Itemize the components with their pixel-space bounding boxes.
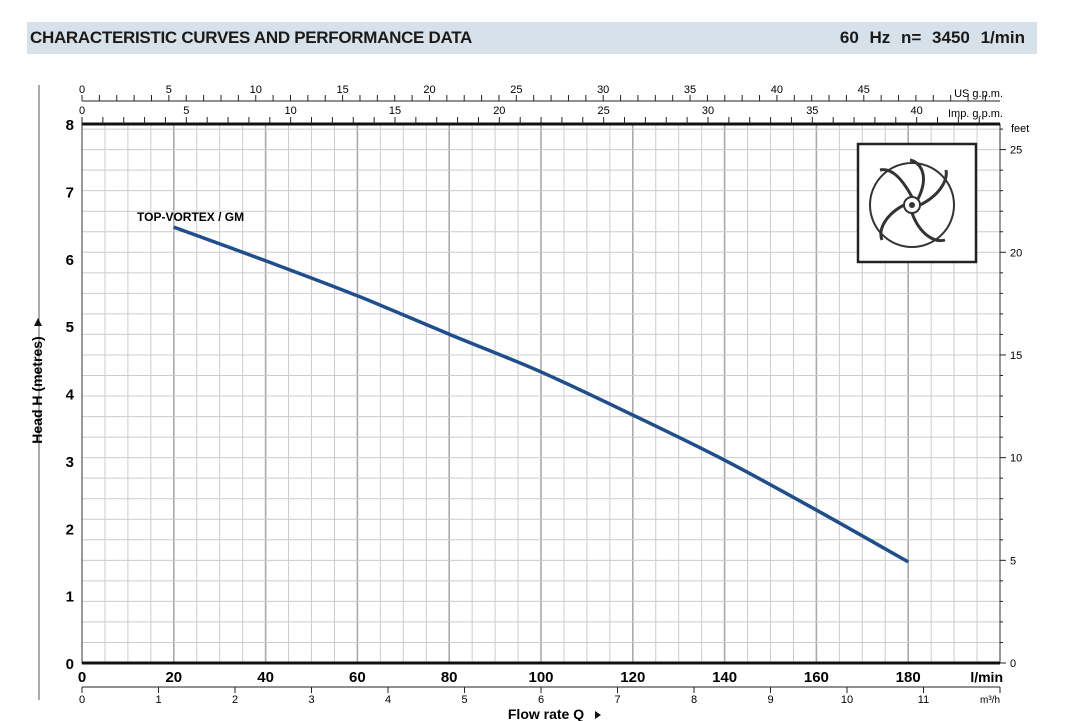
us-gpm-tick-label: 35 — [684, 84, 696, 96]
operating-conditions: 60 Hz n= 3450 1/min — [839, 28, 1025, 47]
us-gpm-tick-label: 30 — [597, 84, 609, 96]
y-tick-label: 5 — [66, 319, 74, 336]
y-tick-label: 3 — [66, 454, 74, 471]
x-tick-label: 60 — [349, 669, 366, 686]
y-tick-label: 2 — [66, 521, 74, 538]
m3h-tick-label: 5 — [461, 694, 467, 706]
feet-tick-label: 5 — [1010, 555, 1016, 567]
x-tick-label: 140 — [712, 669, 737, 686]
m3h-unit-label: m³/h — [980, 695, 1000, 706]
us-gpm-tick-label: 10 — [250, 84, 262, 96]
m3h-tick-label: 9 — [767, 694, 773, 706]
imp-gpm-tick-label: 25 — [598, 105, 610, 117]
feet-tick-label: 20 — [1010, 247, 1022, 259]
m3h-tick-label: 7 — [614, 694, 620, 706]
feet-tick-label: 15 — [1010, 350, 1022, 362]
impeller-image — [856, 142, 978, 264]
us-gpm-tick-label: 40 — [771, 84, 783, 96]
y-arrow-icon — [34, 318, 42, 326]
us-gpm-tick-label: 0 — [79, 84, 85, 96]
us-gpm-tick-label: 25 — [510, 84, 522, 96]
m3h-tick-label: 3 — [308, 694, 314, 706]
m3h-tick-label: 11 — [918, 694, 929, 706]
m3h-tick-label: 10 — [841, 694, 853, 706]
x-tick-label: 20 — [165, 669, 182, 686]
y-tick-label: 6 — [66, 252, 74, 269]
us-gpm-tick-label: 5 — [166, 84, 172, 96]
m3h-tick-label: 0 — [79, 694, 85, 706]
feet-unit-label: feet — [1011, 123, 1029, 135]
x-tick-label: 180 — [896, 669, 921, 686]
x-tick-label: 40 — [257, 669, 274, 686]
x-tick-label: 120 — [620, 669, 645, 686]
us-gpm-tick-label: 15 — [336, 84, 348, 96]
feet-tick-label: 25 — [1010, 145, 1022, 157]
m3h-tick-label: 4 — [385, 694, 391, 706]
y-axis-label: Head H (metres) — [29, 336, 45, 443]
m3h-tick-label: 6 — [538, 694, 544, 706]
imp-gpm-tick-label: 10 — [285, 105, 297, 117]
x-tick-label: 80 — [441, 669, 458, 686]
x-tick-label: 100 — [528, 669, 553, 686]
y-tick-label: 4 — [66, 387, 75, 404]
y-tick-label: 7 — [66, 184, 74, 201]
feet-tick-label: 0 — [1010, 658, 1016, 670]
x-tick-label: 160 — [804, 669, 829, 686]
x-arrow-icon — [595, 711, 601, 719]
x-axis-label: Flow rate Q — [508, 706, 584, 721]
series-label: TOP-VORTEX / GM — [137, 210, 244, 224]
m3h-tick-label: 8 — [691, 694, 697, 706]
grid — [82, 124, 1000, 663]
imp-gpm-tick-label: 35 — [806, 105, 818, 117]
imp-gpm-tick-label: 20 — [493, 105, 505, 117]
imp-gpm-tick-label: 15 — [389, 105, 401, 117]
m3h-tick-label: 1 — [155, 694, 161, 706]
feet-tick-label: 10 — [1010, 453, 1022, 465]
imp-gpm-tick-label: 0 — [79, 105, 85, 117]
series-line-top-vortex-gm — [173, 225, 910, 564]
imp-gpm-unit-label: Imp. g.p.m. — [948, 108, 1003, 120]
m3h-tick-label: 2 — [232, 694, 238, 706]
y-tick-label: 1 — [66, 589, 74, 606]
us-gpm-tick-label: 45 — [858, 84, 870, 96]
y-tick-label: 0 — [66, 656, 74, 673]
imp-gpm-tick-label: 40 — [911, 105, 923, 117]
imp-gpm-tick-label: 30 — [702, 105, 714, 117]
x-tick-label: 0 — [78, 669, 86, 686]
us-gpm-tick-label: 20 — [423, 84, 435, 96]
us-gpm-unit-label: US g.p.m. — [954, 88, 1003, 100]
x-unit-label: l/min — [970, 669, 1003, 685]
y-tick-label: 8 — [66, 117, 74, 134]
section-header: CHARACTERISTIC CURVES AND PERFORMANCE DA… — [27, 22, 1037, 54]
section-title: CHARACTERISTIC CURVES AND PERFORMANCE DA… — [30, 28, 473, 47]
imp-gpm-tick-label: 5 — [183, 105, 189, 117]
